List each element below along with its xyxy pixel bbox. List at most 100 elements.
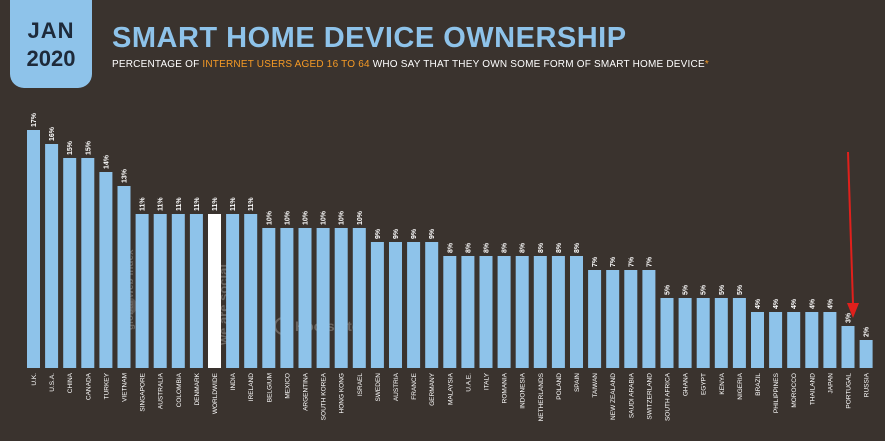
bar-netherlands	[533, 256, 547, 368]
value-label: 15%	[67, 140, 74, 155]
arrow-head-icon	[847, 303, 859, 318]
bar-hong-kong	[334, 228, 348, 368]
category-label: SWITZERLAND	[646, 373, 653, 420]
value-label: 11%	[248, 197, 255, 211]
category-label: AUSTRALIA	[158, 372, 165, 409]
value-label: 2%	[864, 326, 871, 337]
bar-argentina	[298, 228, 312, 368]
value-label: 11%	[158, 197, 165, 211]
value-label: 10%	[357, 210, 364, 225]
value-label: 4%	[773, 298, 780, 309]
bar-south-africa	[660, 298, 674, 368]
category-label: GERMANY	[429, 372, 436, 406]
value-label: 4%	[791, 298, 798, 309]
category-label: EGYPT	[701, 373, 708, 395]
bar-ireland	[244, 214, 258, 368]
category-label: PHILIPPINES	[773, 372, 780, 413]
category-label: SOUTH KOREA	[321, 372, 328, 420]
category-label: CANADA	[85, 372, 92, 400]
category-label: GHANA	[683, 372, 690, 396]
value-label: 11%	[140, 197, 147, 211]
bar-kenya	[714, 298, 728, 368]
value-label: 5%	[737, 284, 744, 295]
bar-saudi-arabia	[624, 270, 638, 368]
bar-italy	[479, 256, 493, 368]
value-label: 7%	[610, 256, 617, 267]
date-year: 2020	[26, 46, 76, 71]
value-label: 9%	[411, 228, 418, 239]
value-label: 15%	[85, 140, 92, 155]
subtitle-highlight: INTERNET USERS AGED 16 TO 64	[202, 59, 370, 70]
category-label: MALAYSIA	[447, 372, 454, 405]
bar-sweden	[370, 242, 384, 368]
category-label: TAIWAN	[592, 373, 599, 398]
bar-france	[407, 242, 421, 368]
category-label: COLOMBIA	[176, 372, 183, 407]
bar-romania	[497, 256, 511, 368]
category-label: DENMARK	[194, 372, 201, 405]
value-label: 5%	[683, 284, 690, 295]
value-label: 8%	[484, 242, 491, 253]
value-label: 8%	[538, 242, 545, 253]
value-label: 7%	[646, 256, 653, 267]
value-label: 16%	[49, 126, 56, 141]
value-label: 5%	[719, 284, 726, 295]
bar-taiwan	[588, 270, 602, 368]
category-label: BRAZIL	[755, 373, 762, 396]
category-label: CHINA	[67, 372, 74, 393]
bar-turkey	[99, 172, 113, 368]
bar-indonesia	[515, 256, 529, 368]
bar-vietnam	[117, 186, 131, 368]
subtitle-asterisk: *	[704, 59, 709, 70]
bar-mexico	[280, 228, 294, 368]
bar-belgium	[262, 228, 276, 368]
value-label: 10%	[266, 210, 273, 225]
bar-brazil	[751, 312, 764, 368]
value-label: 4%	[809, 298, 816, 309]
category-label: SPAIN	[574, 373, 581, 392]
value-label: 10%	[284, 210, 291, 225]
value-label: 10%	[321, 210, 328, 225]
value-label: 5%	[701, 284, 708, 295]
category-label: WORLDWIDE	[212, 372, 219, 414]
bar-worldwide	[208, 214, 221, 368]
value-label: 9%	[393, 228, 400, 239]
value-label: 8%	[447, 242, 454, 253]
category-label: POLAND	[556, 373, 563, 400]
subtitle-tail: WHO SAY THAT THEY OWN SOME FORM OF SMART…	[369, 59, 705, 70]
category-label: NIGERIA	[737, 372, 744, 399]
bar-u-a-e	[461, 256, 475, 368]
bar-singapore	[135, 214, 149, 368]
bar-south-korea	[316, 228, 330, 368]
bar-israel	[352, 228, 366, 368]
value-label: 9%	[375, 228, 382, 239]
value-label: 17%	[31, 112, 38, 127]
category-label: FRANCE	[411, 372, 418, 399]
bar-portugal	[841, 326, 855, 368]
category-label: HONG KONG	[339, 373, 346, 413]
value-label: 13%	[122, 168, 129, 183]
bar-morocco	[787, 312, 801, 368]
value-label: 4%	[827, 298, 834, 309]
bar-u-k	[27, 130, 40, 368]
bar-china	[63, 158, 77, 368]
date-badge: JAN 2020	[10, 0, 92, 88]
category-label: SWEDEN	[375, 373, 382, 402]
bar-ghana	[678, 298, 692, 368]
value-label: 8%	[465, 242, 472, 253]
category-label: TURKEY	[103, 372, 110, 399]
category-label: MOROCCO	[791, 373, 798, 408]
bar-switzerland	[642, 270, 656, 368]
value-label: 3%	[846, 312, 853, 323]
chart-subtitle: PERCENTAGE OF INTERNET USERS AGED 16 TO …	[112, 59, 709, 70]
category-label: U.A.E.	[465, 373, 472, 392]
category-label: INDIA	[230, 372, 237, 390]
bar-egypt	[696, 298, 710, 368]
category-label: SOUTH AFRICA	[665, 372, 672, 421]
category-label: ITALY	[484, 372, 491, 390]
value-label: 10%	[339, 210, 346, 225]
category-label: IRELAND	[248, 373, 255, 401]
category-label: MEXICO	[284, 373, 291, 399]
category-label: U.K.	[31, 373, 38, 386]
